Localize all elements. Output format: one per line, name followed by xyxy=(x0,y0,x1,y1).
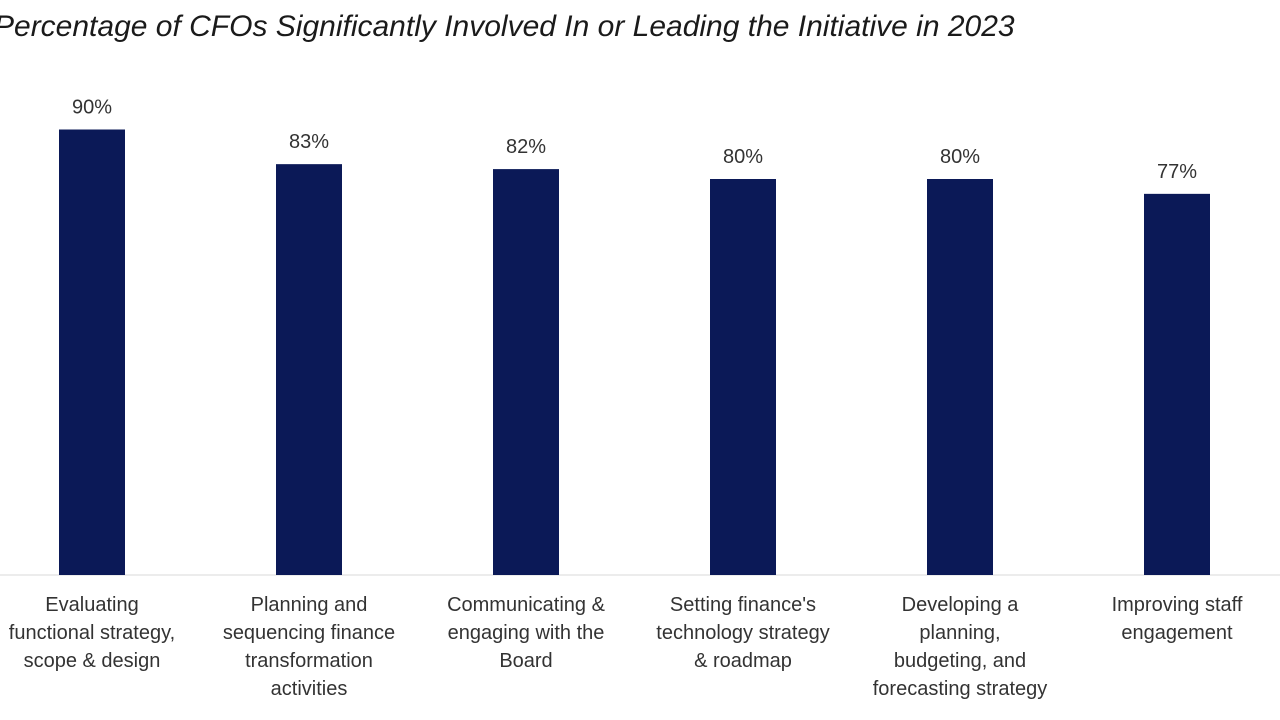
category-label-line: transformation xyxy=(245,650,373,672)
bar-1 xyxy=(59,129,125,575)
bars-group xyxy=(59,129,1210,575)
category-label-line: Setting finance's xyxy=(670,594,816,616)
category-label-6: Improving staff engagement xyxy=(1112,594,1243,644)
bar-5 xyxy=(927,179,993,575)
category-label-line: Evaluating xyxy=(45,594,138,616)
category-label-line: technology strategy xyxy=(656,622,829,644)
category-label-1: Evaluating functional strategy, scope & de… xyxy=(9,594,175,672)
category-label-line: functional strategy, xyxy=(9,622,175,644)
category-label-2: Planning and sequencing finance transforma… xyxy=(223,594,395,700)
data-label-3: 82% xyxy=(506,136,546,158)
category-label-line: Board xyxy=(499,650,552,672)
value-labels-group: 90% 83% 82% 80% 80% 77% xyxy=(72,97,1197,183)
category-label-line: engaging with the xyxy=(448,622,605,644)
category-labels-group: Evaluating functional strategy, scope & de… xyxy=(9,594,1243,700)
category-label-line: planning, xyxy=(919,622,1000,644)
category-label-line: Planning and xyxy=(251,594,368,616)
category-label-line: forecasting strategy xyxy=(873,678,1048,700)
category-label-line: engagement xyxy=(1121,622,1233,644)
bar-4 xyxy=(710,179,776,575)
bar-2 xyxy=(276,164,342,575)
bar-3 xyxy=(493,169,559,575)
category-label-line: Communicating & xyxy=(447,594,606,616)
category-label-line: sequencing finance xyxy=(223,622,395,644)
category-label-line: Developing a xyxy=(902,594,1020,616)
chart-title: Percentage of CFOs Significantly Involve… xyxy=(0,10,1015,43)
data-label-1: 90% xyxy=(72,97,112,119)
category-label-5: Developing a planning, budgeting, and forec… xyxy=(873,594,1048,700)
data-label-2: 83% xyxy=(289,131,329,153)
category-label-line: scope & design xyxy=(24,650,161,672)
bar-6 xyxy=(1144,193,1210,575)
category-label-3: Communicating & engaging with the Board xyxy=(447,594,606,672)
data-label-4: 80% xyxy=(723,146,763,168)
category-label-line: activities xyxy=(271,678,348,700)
data-label-5: 80% xyxy=(940,146,980,168)
category-label-4: Setting finance's technology strategy & ro… xyxy=(656,594,829,672)
category-label-line: Improving staff xyxy=(1112,594,1243,616)
category-label-line: budgeting, and xyxy=(894,650,1026,672)
category-label-line: & roadmap xyxy=(694,650,792,672)
data-label-6: 77% xyxy=(1157,161,1197,183)
